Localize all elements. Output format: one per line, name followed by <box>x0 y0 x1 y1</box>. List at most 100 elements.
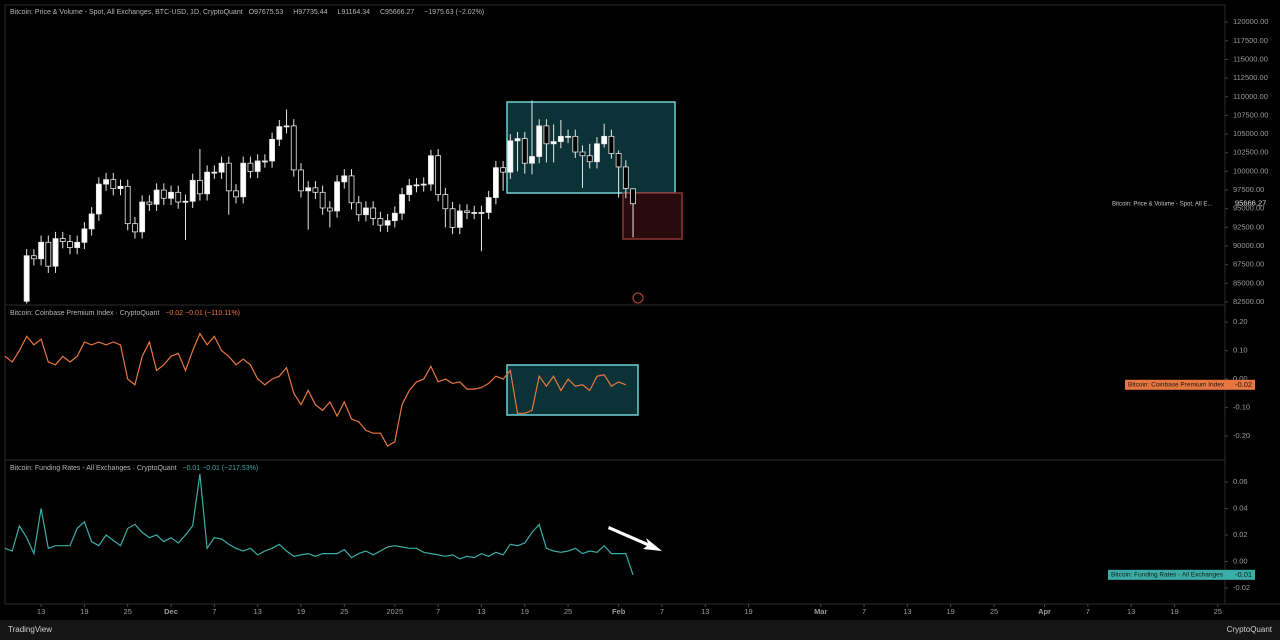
legend-ohlc: C95666.27 <box>380 9 418 16</box>
candle-body <box>175 191 182 203</box>
series-label: Bitcoin: Price & Volume - Spot, All E... <box>1112 201 1213 207</box>
candle-body <box>30 255 37 260</box>
series-line <box>4 474 634 575</box>
candle-body <box>81 228 88 243</box>
candle-body <box>420 183 427 186</box>
candle-body <box>601 135 608 145</box>
y-tick-label: 90000.00 <box>1233 241 1264 250</box>
x-tick-label: 19 <box>744 607 752 616</box>
candle-body <box>435 155 442 195</box>
arrow <box>608 526 662 551</box>
x-tick-label: 19 <box>521 607 529 616</box>
candle-body <box>233 190 239 198</box>
series-line <box>4 332 627 447</box>
x-tick-label: 19 <box>80 607 88 616</box>
y-tick-label: 0.20 <box>1233 317 1248 326</box>
funding-legend: Bitcoin: Funding Rates - All Exchanges ·… <box>10 465 262 472</box>
y-tick-label: 102500.00 <box>1233 148 1268 157</box>
candle-body <box>269 138 276 162</box>
candle-body <box>211 171 218 174</box>
candle-body <box>160 189 167 199</box>
chart: 82500.00 85000.00 87500.00 90000.00 92500.00… <box>4 4 1280 616</box>
y-tick-label: -0.20 <box>1233 431 1250 440</box>
candle-body <box>23 255 30 302</box>
candle-body <box>456 210 463 228</box>
candle-body <box>139 201 146 233</box>
candle-body <box>500 167 507 173</box>
candle-body <box>572 135 579 153</box>
highlight-box <box>506 364 639 416</box>
x-tick-label: 13 <box>903 607 911 616</box>
legend-title: Bitcoin: Funding Rates - All Exchanges ·… <box>10 465 177 472</box>
marks: 82500.00 85000.00 87500.00 90000.00 92500.00… <box>4 17 1268 616</box>
x-tick-label: 25 <box>990 607 998 616</box>
series-label: Bitcoin: Funding Rates - All Exchanges <box>1111 572 1224 579</box>
candle-body <box>247 162 254 172</box>
candle-body <box>168 191 174 199</box>
x-tick-label: 19 <box>947 607 955 616</box>
candle-body <box>521 138 528 164</box>
price-legend: Bitcoin: Price & Volume - Spot, All Exch… <box>10 9 488 16</box>
candle-body <box>276 126 283 140</box>
candle-body <box>579 151 586 157</box>
candle-body <box>557 135 564 142</box>
x-tick-label: 19 <box>297 607 305 616</box>
candle-body <box>74 241 81 248</box>
candle-body <box>305 187 312 192</box>
legend-ohlc: O97675.53 <box>249 9 288 16</box>
candle-body <box>153 189 160 205</box>
y-tick-label: 105000.00 <box>1233 129 1268 138</box>
footer-brand[interactable]: CryptoQuant <box>1226 625 1272 634</box>
x-tick-label: 19 <box>1170 607 1178 616</box>
candle-body <box>110 179 117 189</box>
y-tick-label: 0.00 <box>1233 557 1248 566</box>
candle-body <box>45 241 52 267</box>
candle-body <box>536 125 543 157</box>
footer-brand[interactable]: TradingView <box>8 625 53 634</box>
candle-body <box>240 162 247 198</box>
candle-body <box>341 175 348 183</box>
candle-body <box>348 175 355 204</box>
candle-body <box>586 155 593 163</box>
x-tick-label: Apr <box>1038 607 1051 616</box>
y-tick-label: 107500.00 <box>1233 110 1268 119</box>
y-tick-label: 100000.00 <box>1233 166 1268 175</box>
y-tick-label: 115000.00 <box>1233 54 1268 63</box>
candle-body <box>146 201 153 205</box>
candle-body <box>529 156 535 164</box>
candle-body <box>319 191 326 209</box>
event-icon[interactable] <box>632 292 644 304</box>
candle-body <box>594 143 600 163</box>
footer: TradingView CryptoQuant <box>0 620 1280 640</box>
premium-legend: Bitcoin: Coinbase Premium Index · Crypto… <box>10 310 244 317</box>
candle-body <box>550 141 557 145</box>
legend-title: Bitcoin: Coinbase Premium Index · Crypto… <box>10 310 160 317</box>
candle-body <box>124 185 131 225</box>
candle-body <box>52 238 59 267</box>
candle-body <box>370 207 377 219</box>
candle-body <box>399 194 405 214</box>
series-tag <box>1108 569 1255 580</box>
series-tag <box>1125 379 1255 390</box>
candle-body <box>290 125 297 171</box>
y-tick-label: 110000.00 <box>1233 92 1268 101</box>
ohlc-value: 97675.53 <box>254 9 284 16</box>
y-tick-label: 95000.00 <box>1233 204 1264 213</box>
ohlc-letter: H <box>293 9 299 16</box>
candle-body <box>254 160 261 172</box>
candle-body <box>507 140 514 173</box>
candle-body <box>326 207 333 212</box>
ohlc-value: 97735.44 <box>298 9 328 16</box>
candle-body <box>67 241 73 248</box>
candle-body <box>615 153 622 168</box>
candle-body <box>485 197 492 213</box>
x-tick-label: 13 <box>253 607 261 616</box>
candle-body <box>225 162 232 192</box>
ohlc-letter: O <box>248 9 255 16</box>
x-tick-label: Mar <box>814 607 827 616</box>
candle-body <box>630 188 636 205</box>
legend-ohlc: L91164.34 <box>337 9 374 16</box>
last-value-label: -0.01 <box>1235 570 1252 579</box>
candle-body <box>312 187 319 193</box>
